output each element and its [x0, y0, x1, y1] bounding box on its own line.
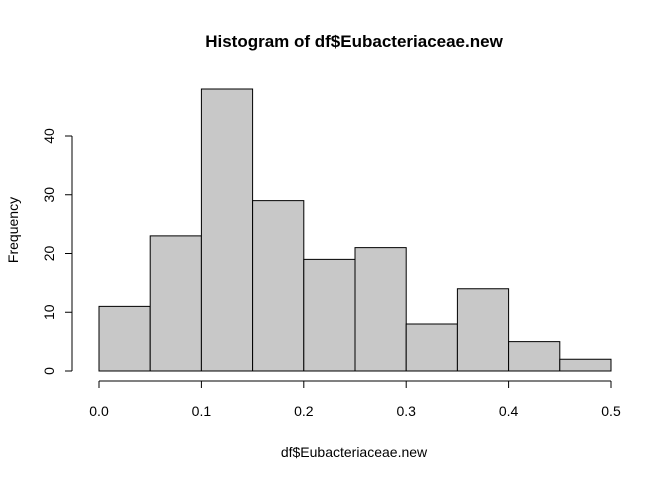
- histogram-bar: [405, 323, 458, 372]
- x-axis: 0.0 0.1 0.2 0.3 0.4 0.5: [89, 380, 621, 419]
- x-axis-label: df$Eubacteriaceae.new: [281, 444, 428, 460]
- histogram-bar: [508, 341, 561, 372]
- y-axis-label: Frequency: [5, 197, 21, 263]
- x-tick-label: 0.3: [396, 403, 416, 419]
- histogram-bar: [303, 258, 356, 372]
- y-tick-label: 20: [41, 246, 57, 262]
- x-tick-label: 0.0: [89, 403, 109, 419]
- y-tick-label: 40: [41, 128, 57, 144]
- histogram-bar: [252, 200, 305, 372]
- y-tick-label: 0: [41, 367, 57, 375]
- bars-group: [98, 88, 612, 372]
- y-tick-label: 10: [41, 304, 57, 320]
- x-tick-label: 0.2: [294, 403, 314, 419]
- x-tick-label: 0.5: [601, 403, 621, 419]
- y-tick-label: 30: [41, 187, 57, 203]
- histogram-bar: [456, 288, 510, 372]
- histogram-bar: [354, 247, 407, 372]
- histogram-bar: [98, 305, 151, 372]
- x-tick-label: 0.1: [192, 403, 212, 419]
- x-tick-label: 0.4: [499, 403, 519, 419]
- chart-title: Histogram of df$Eubacteriaceae.new: [205, 32, 503, 51]
- histogram-bar: [559, 358, 612, 372]
- histogram-bar: [149, 235, 202, 372]
- histogram-bar: [200, 88, 254, 372]
- y-axis: 0 10 20 30 40: [41, 128, 73, 375]
